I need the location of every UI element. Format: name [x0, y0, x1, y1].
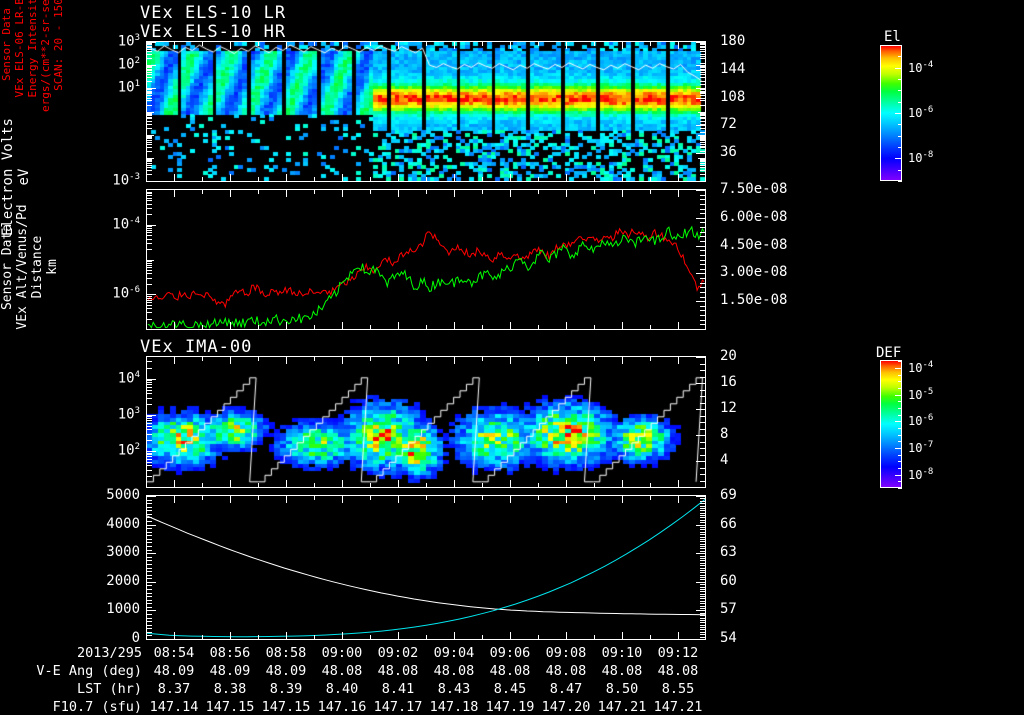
table-cell: 8.37 [157, 681, 191, 697]
spectrogram-canvas-els10 [147, 42, 705, 181]
panel3-title: VEx IMA-00 [140, 337, 253, 357]
table-row-label: V-E Ang (deg) [36, 663, 142, 679]
table-cell: 09:00 [321, 645, 363, 661]
table-cell: 48.09 [209, 663, 251, 679]
table-cell: 09:06 [489, 645, 531, 661]
colorbar2-name: DEF [876, 345, 902, 361]
data-trace [147, 499, 705, 638]
colorbar1-name: El [884, 29, 901, 45]
table-cell: 8.43 [437, 681, 471, 697]
table-cell: 08:58 [265, 645, 307, 661]
table-cell: 8.55 [661, 681, 695, 697]
table-cell: 48.08 [377, 663, 419, 679]
table-cell: 48.08 [321, 663, 363, 679]
panel-energy-intensity-magnetic-field [146, 189, 706, 330]
table-cell: 147.21 [653, 699, 703, 715]
colorbar-def [880, 360, 902, 488]
table-cell: 8.50 [605, 681, 639, 697]
table-cell: 8.38 [213, 681, 247, 697]
table-cell: 09:02 [377, 645, 419, 661]
table-row-label: 2013/295 [76, 645, 142, 661]
table-cell: 08:56 [209, 645, 251, 661]
table-cell: 48.08 [657, 663, 699, 679]
table-cell: 09:04 [433, 645, 475, 661]
table-cell: 09:12 [657, 645, 699, 661]
table-cell: 48.08 [601, 663, 643, 679]
table-cell: 08:54 [153, 645, 195, 661]
table-cell: 8.40 [325, 681, 359, 697]
table-row-label: F10.7 (sfu) [52, 699, 142, 715]
table-cell: 8.45 [493, 681, 527, 697]
table-cell: 8.41 [381, 681, 415, 697]
timeseries-svg-panel2 [147, 225, 705, 329]
timeseries-svg-panel4 [147, 499, 705, 638]
panel-ima-spectrogram [146, 356, 706, 488]
table-cell: 8.39 [269, 681, 303, 697]
table-cell: 48.09 [265, 663, 307, 679]
panel-altitude-sza [146, 495, 706, 640]
data-trace [147, 515, 705, 616]
table-cell: 48.08 [545, 663, 587, 679]
table-cell: 8.47 [549, 681, 583, 697]
panel1-title-hr: VEx ELS-10 HR [140, 22, 287, 42]
table-cell: 09:10 [601, 645, 643, 661]
spectrogram-canvas-ima00 [147, 357, 705, 487]
panel1-title-lr: VEx ELS-10 LR [140, 3, 287, 23]
table-cell: 48.08 [433, 663, 475, 679]
table-cell: 48.08 [489, 663, 531, 679]
table-cell: 09:08 [545, 645, 587, 661]
table-row-label: LST (hr) [76, 681, 142, 697]
panel-electron-energy-spectrogram [146, 41, 706, 182]
data-trace [147, 227, 705, 309]
table-cell: 48.09 [153, 663, 195, 679]
data-trace [147, 225, 705, 329]
